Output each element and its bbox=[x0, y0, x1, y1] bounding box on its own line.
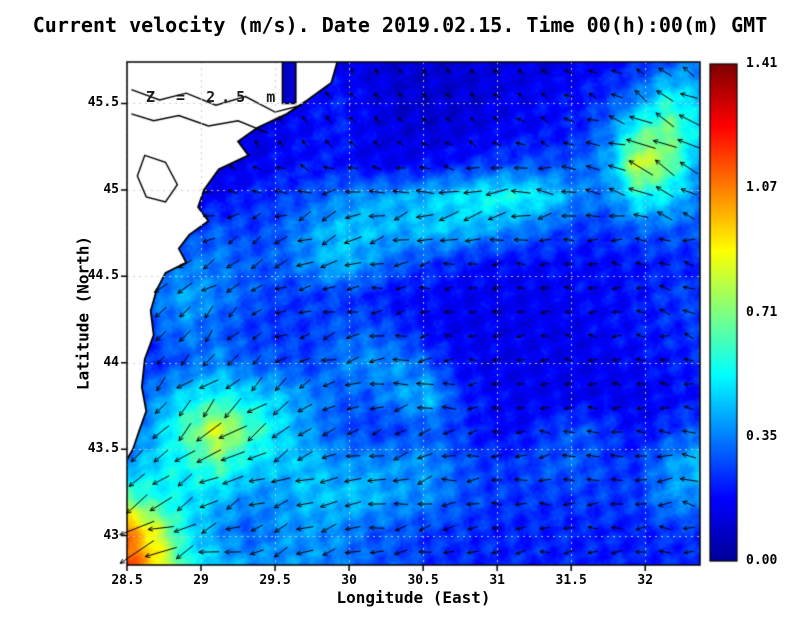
y-tick-label: 44 bbox=[103, 354, 119, 370]
x-tick-label: 29.5 bbox=[259, 573, 291, 588]
colorbar-tick-label: 0.00 bbox=[746, 553, 778, 568]
y-tick-label: 45.5 bbox=[87, 95, 119, 111]
y-tick-label: 43.5 bbox=[87, 441, 119, 457]
x-tick-label: 29 bbox=[193, 573, 209, 588]
x-tick-label: 32 bbox=[637, 573, 654, 588]
colorbar-tick-label: 0.35 bbox=[746, 428, 778, 444]
x-tick-label: 28.5 bbox=[111, 573, 143, 588]
x-tick-label: 31 bbox=[489, 573, 505, 588]
y-tick-label: 43 bbox=[103, 527, 119, 543]
depth-annotation: Z = 2.5 m bbox=[146, 88, 282, 106]
y-tick-label: 44.5 bbox=[87, 268, 119, 284]
y-tick-label: 45 bbox=[103, 181, 119, 197]
colorbar-tick-label: 1.41 bbox=[746, 56, 778, 71]
colorbar-tick-label: 1.07 bbox=[746, 180, 778, 196]
chart-title: Current velocity (m/s). Date 2019.02.15.… bbox=[32, 13, 768, 37]
x-tick-label: 30 bbox=[341, 573, 357, 588]
x-tick-label: 30.5 bbox=[407, 573, 439, 588]
x-axis-label: Longitude (East) bbox=[336, 588, 491, 607]
colorbar-tick-label: 0.71 bbox=[746, 304, 778, 320]
x-tick-label: 31.5 bbox=[555, 573, 587, 588]
